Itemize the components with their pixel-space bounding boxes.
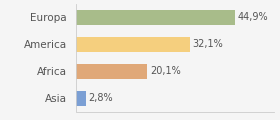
Text: 32,1%: 32,1% [192, 39, 223, 49]
Text: 20,1%: 20,1% [150, 66, 181, 76]
Bar [76, 91, 86, 105]
Text: 44,9%: 44,9% [238, 12, 269, 22]
Bar [76, 37, 190, 51]
Bar [76, 64, 147, 78]
Bar [76, 10, 235, 24]
Text: 2,8%: 2,8% [88, 93, 113, 103]
